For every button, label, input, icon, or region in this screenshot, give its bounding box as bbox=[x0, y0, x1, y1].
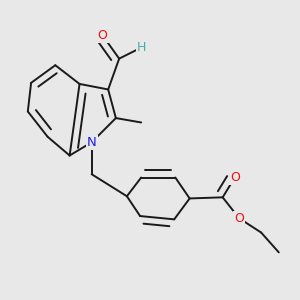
Text: N: N bbox=[87, 136, 97, 149]
Text: O: O bbox=[230, 171, 240, 184]
Text: O: O bbox=[98, 29, 108, 42]
Text: O: O bbox=[234, 212, 244, 225]
Text: H: H bbox=[136, 41, 146, 54]
